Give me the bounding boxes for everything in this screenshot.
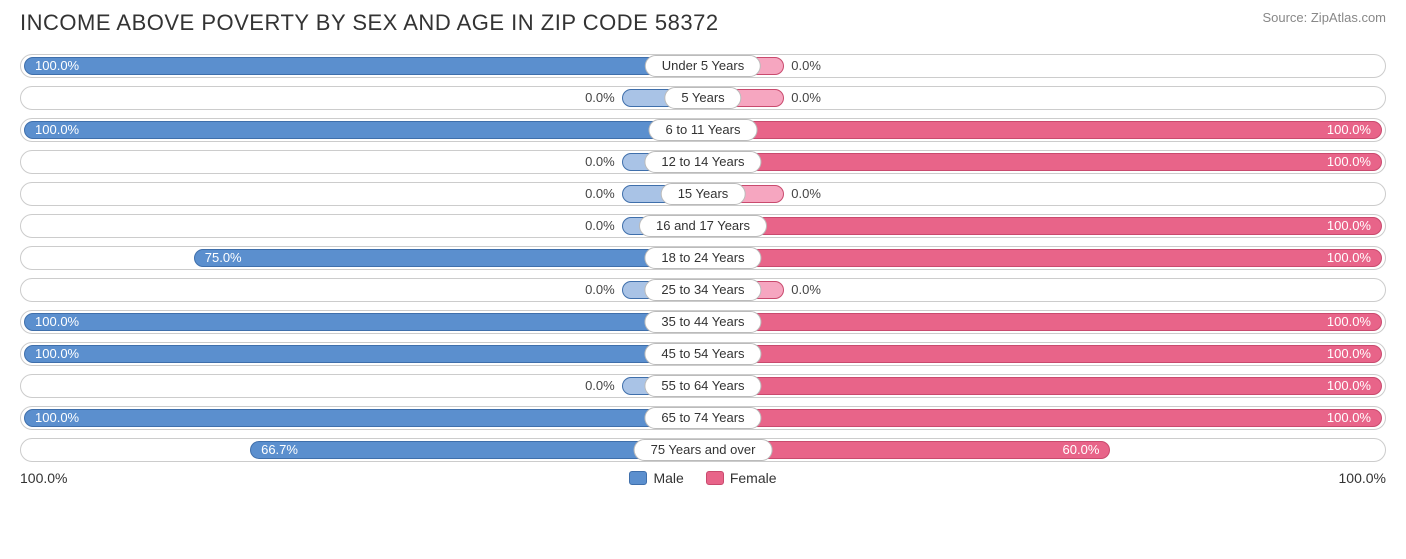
bar-row: 100.0% 100.0% 45 to 54 Years: [20, 342, 1386, 366]
legend-female: Female: [706, 470, 777, 486]
category-pill: 18 to 24 Years: [644, 247, 761, 269]
male-value-label: 75.0%: [205, 249, 242, 267]
chart-title: INCOME ABOVE POVERTY BY SEX AND AGE IN Z…: [20, 10, 719, 36]
male-bar: [24, 57, 703, 75]
female-bar: [703, 313, 1382, 331]
bar-row: 100.0% 0.0% Under 5 Years: [20, 54, 1386, 78]
female-value-label: 60.0%: [1063, 441, 1100, 459]
male-value-label: 0.0%: [585, 153, 615, 171]
female-bar: [703, 409, 1382, 427]
female-bar: [703, 345, 1382, 363]
axis-left-label: 100.0%: [20, 470, 67, 486]
female-bar: [703, 217, 1382, 235]
male-value-label: 0.0%: [585, 185, 615, 203]
category-pill: 16 and 17 Years: [639, 215, 767, 237]
category-pill: 55 to 64 Years: [644, 375, 761, 397]
female-value-label: 100.0%: [1327, 409, 1371, 427]
diverging-bar-chart: 100.0% 0.0% Under 5 Years 0.0% 0.0% 5 Years 10…: [20, 54, 1386, 462]
category-pill: 45 to 54 Years: [644, 343, 761, 365]
male-value-label: 0.0%: [585, 89, 615, 107]
legend-male-label: Male: [653, 470, 683, 486]
female-value-label: 100.0%: [1327, 377, 1371, 395]
female-value-label: 100.0%: [1327, 121, 1371, 139]
male-swatch-icon: [629, 471, 647, 485]
male-bar: [24, 345, 703, 363]
female-value-label: 100.0%: [1327, 313, 1371, 331]
chart-source: Source: ZipAtlas.com: [1262, 10, 1386, 25]
category-pill: 5 Years: [664, 87, 741, 109]
male-value-label: 100.0%: [35, 121, 79, 139]
legend: Male Female: [629, 470, 776, 486]
bar-row: 75.0% 100.0% 18 to 24 Years: [20, 246, 1386, 270]
bar-row: 0.0% 100.0% 55 to 64 Years: [20, 374, 1386, 398]
category-pill: 15 Years: [661, 183, 746, 205]
female-value-label: 0.0%: [791, 89, 821, 107]
female-value-label: 100.0%: [1327, 217, 1371, 235]
category-pill: 35 to 44 Years: [644, 311, 761, 333]
female-value-label: 0.0%: [791, 57, 821, 75]
bar-row: 100.0% 100.0% 65 to 74 Years: [20, 406, 1386, 430]
female-value-label: 100.0%: [1327, 153, 1371, 171]
bar-row: 0.0% 0.0% 25 to 34 Years: [20, 278, 1386, 302]
bar-row: 100.0% 100.0% 35 to 44 Years: [20, 310, 1386, 334]
chart-axis: 100.0% Male Female 100.0%: [20, 470, 1386, 486]
male-value-label: 100.0%: [35, 313, 79, 331]
category-pill: 65 to 74 Years: [644, 407, 761, 429]
female-bar: [703, 153, 1382, 171]
male-value-label: 0.0%: [585, 217, 615, 235]
bar-row: 0.0% 0.0% 15 Years: [20, 182, 1386, 206]
male-bar: [194, 249, 703, 267]
male-value-label: 100.0%: [35, 57, 79, 75]
female-bar: [703, 249, 1382, 267]
category-pill: 25 to 34 Years: [644, 279, 761, 301]
female-value-label: 0.0%: [791, 185, 821, 203]
female-value-label: 0.0%: [791, 281, 821, 299]
legend-female-label: Female: [730, 470, 777, 486]
bar-row: 0.0% 100.0% 16 and 17 Years: [20, 214, 1386, 238]
female-value-label: 100.0%: [1327, 249, 1371, 267]
male-value-label: 66.7%: [261, 441, 298, 459]
female-bar: [703, 121, 1382, 139]
bar-row: 0.0% 100.0% 12 to 14 Years: [20, 150, 1386, 174]
bar-row: 66.7% 60.0% 75 Years and over: [20, 438, 1386, 462]
female-value-label: 100.0%: [1327, 345, 1371, 363]
category-pill: 75 Years and over: [634, 439, 773, 461]
category-pill: 6 to 11 Years: [649, 119, 758, 141]
female-bar: [703, 377, 1382, 395]
axis-right-label: 100.0%: [1339, 470, 1386, 486]
category-pill: Under 5 Years: [645, 55, 761, 77]
male-value-label: 0.0%: [585, 281, 615, 299]
female-swatch-icon: [706, 471, 724, 485]
bar-row: 100.0% 100.0% 6 to 11 Years: [20, 118, 1386, 142]
male-bar: [24, 409, 703, 427]
legend-male: Male: [629, 470, 683, 486]
bar-row: 0.0% 0.0% 5 Years: [20, 86, 1386, 110]
male-value-label: 0.0%: [585, 377, 615, 395]
male-value-label: 100.0%: [35, 409, 79, 427]
male-bar: [24, 121, 703, 139]
category-pill: 12 to 14 Years: [644, 151, 761, 173]
male-bar: [24, 313, 703, 331]
male-value-label: 100.0%: [35, 345, 79, 363]
